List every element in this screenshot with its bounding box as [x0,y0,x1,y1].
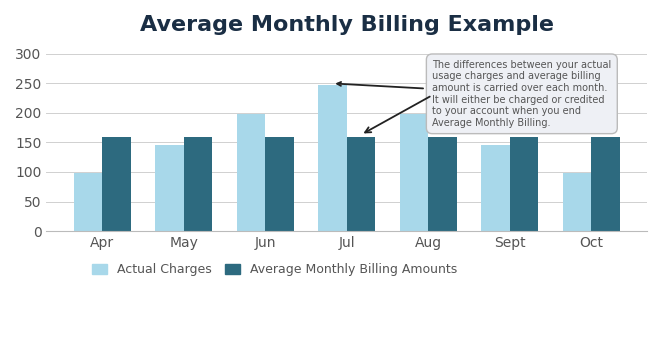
Legend: Actual Charges, Average Monthly Billing Amounts: Actual Charges, Average Monthly Billing … [87,259,462,282]
Title: Average Monthly Billing Example: Average Monthly Billing Example [140,15,553,35]
Bar [510,136,538,231]
Bar [591,136,620,231]
Text: The differences between your actual
usage charges and average billing
amount is : The differences between your actual usag… [337,60,612,128]
Bar [183,136,212,231]
Bar [236,114,265,231]
Bar [563,173,591,231]
Bar [481,145,510,231]
Bar [318,85,347,231]
Bar [428,136,457,231]
Bar [400,114,428,231]
Bar [102,136,130,231]
Bar [347,136,375,231]
Bar [265,136,294,231]
Bar [73,173,102,231]
Bar [155,145,183,231]
